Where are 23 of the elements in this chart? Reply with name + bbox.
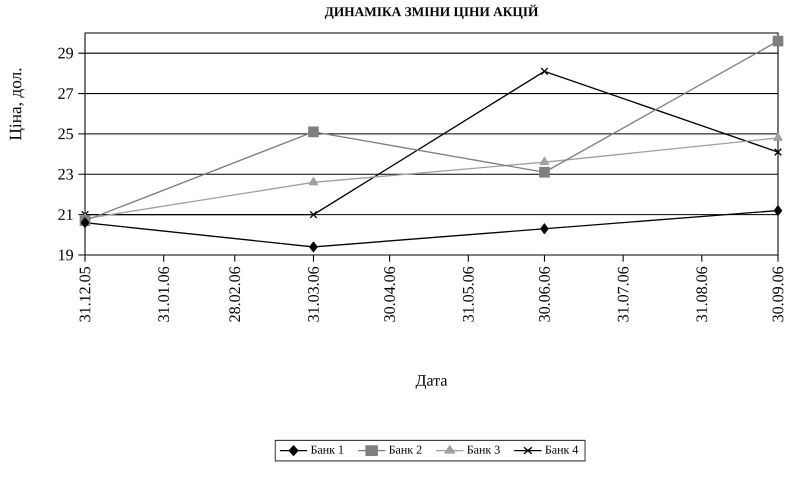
- y-tick-label: 19: [59, 250, 73, 260]
- x-tick-label: 31.08.06: [696, 266, 708, 322]
- y-tick-label: 29: [58, 48, 73, 59]
- y-tick-label: 25: [58, 128, 74, 140]
- x-tick-label: 31.05.06: [462, 266, 474, 322]
- x-tick-label: 31.03.06: [308, 266, 319, 322]
- x-tick-label: 31.07.06: [618, 266, 629, 322]
- legend-label: Банк 3: [467, 446, 500, 454]
- legend-label: Банк 1: [310, 446, 344, 454]
- x-tick-label: 30.09.06: [772, 266, 784, 322]
- x-tick-label: 28.02.06: [229, 266, 240, 322]
- y-tick-label: 21: [58, 209, 73, 220]
- y-tick-label: 23: [58, 168, 74, 180]
- legend-label: Банк 4: [545, 446, 578, 454]
- y-tick-label: 27: [58, 88, 74, 99]
- x-tick-label: 31.12.05: [80, 266, 90, 322]
- x-tick-label: 30.04.06: [384, 266, 396, 322]
- x-tick-label: 30.06.06: [539, 266, 550, 322]
- x-axis-title: Дата: [416, 375, 448, 390]
- legend-label: Банк 2: [389, 446, 422, 454]
- y-axis-title: Ціна, дол.: [10, 68, 25, 140]
- chart-title: ДИНАМІКА ЗМІНИ ЦІНИ АКЦІЙ: [324, 4, 538, 19]
- x-tick-label: 31.01.06: [158, 266, 170, 322]
